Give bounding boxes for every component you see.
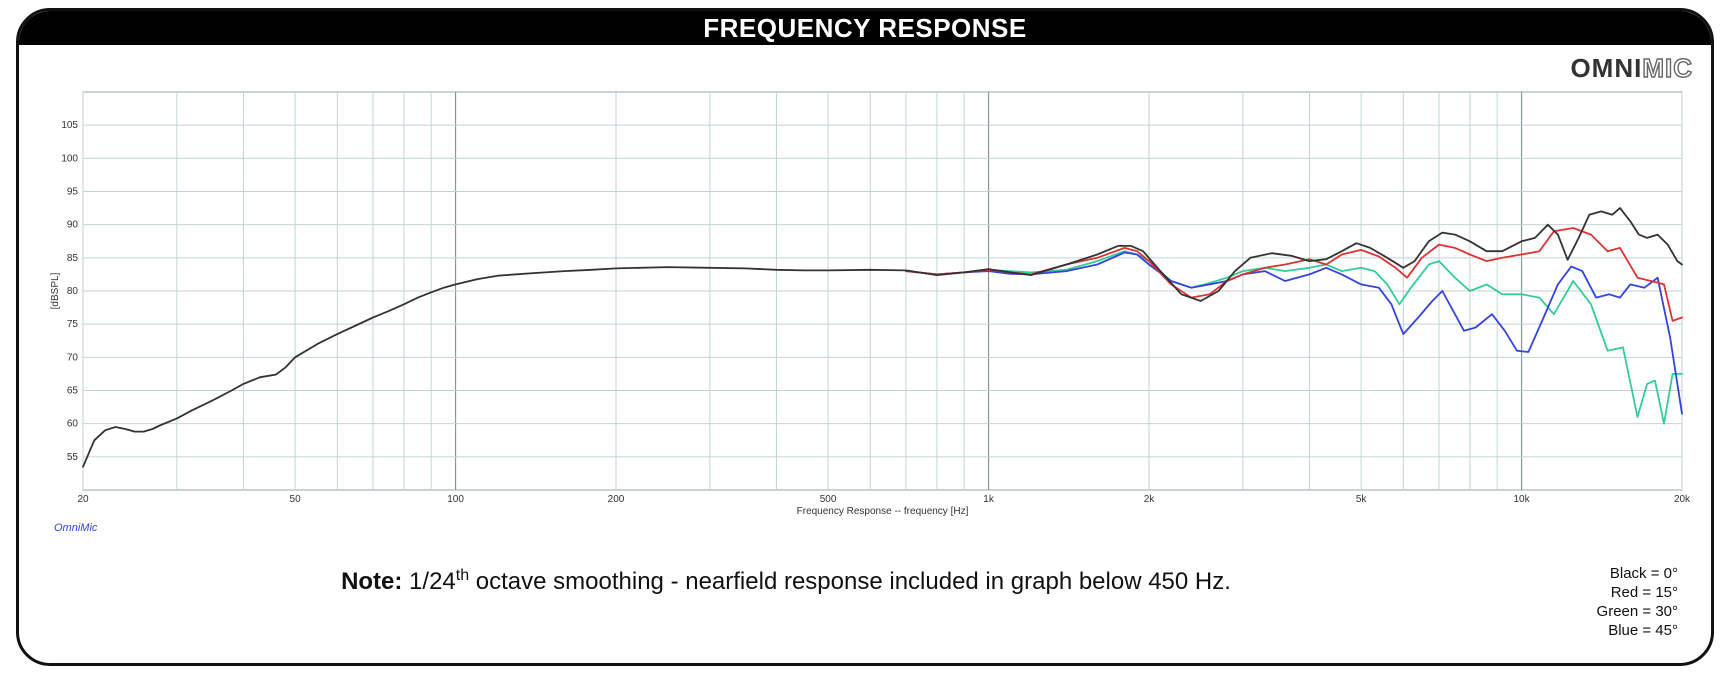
- series-line-blue: [905, 251, 1683, 415]
- chart-title: FREQUENCY RESPONSE: [19, 11, 1711, 45]
- x-axis-label: Frequency Response -- frequency [Hz]: [797, 506, 969, 517]
- x-tick-label: 500: [820, 494, 837, 505]
- smoothing-note: Note: 1/24th octave smoothing - nearfiel…: [0, 567, 1732, 596]
- x-tick-label: 5k: [1356, 494, 1368, 505]
- y-tick-label: 85: [67, 253, 79, 264]
- y-tick-label: 105: [61, 120, 78, 131]
- y-tick-label: 70: [67, 352, 79, 363]
- x-tick-label: 10k: [1513, 494, 1530, 505]
- logo-text-mic: MIC: [1642, 52, 1693, 83]
- y-axis-label: [dBSPL]: [50, 272, 61, 309]
- legend-entry-blue: Blue = 45°: [1608, 622, 1678, 639]
- y-tick-label: 65: [67, 386, 79, 397]
- legend: Black = 0° Red = 15° Green = 30° Blue = …: [1597, 564, 1678, 640]
- note-superscript: th: [455, 567, 470, 584]
- x-tick-label: 200: [608, 494, 625, 505]
- logo-text-omni: OMNI: [1570, 53, 1643, 83]
- series-line-black: [82, 207, 1683, 468]
- y-tick-label: 90: [67, 220, 79, 231]
- x-tick-label: 20: [77, 494, 89, 505]
- series-line-red: [905, 227, 1683, 322]
- legend-entry-black: Black = 0°: [1609, 565, 1678, 582]
- note-text-1: 1/24: [402, 568, 456, 595]
- y-tick-label: 95: [67, 187, 79, 198]
- x-tick-label: 20k: [1674, 494, 1691, 505]
- y-tick-label: 75: [67, 319, 79, 330]
- x-tick-label: 2k: [1144, 494, 1156, 505]
- note-prefix: Note:: [341, 568, 403, 595]
- series-line-green: [905, 250, 1683, 425]
- x-tick-label: 1k: [983, 494, 995, 505]
- x-tick-label: 100: [447, 494, 464, 505]
- y-tick-label: 100: [61, 153, 78, 164]
- y-tick-label: 80: [67, 286, 79, 297]
- legend-entry-red: Red = 15°: [1610, 584, 1678, 601]
- software-label: OmniMic: [54, 522, 98, 534]
- omnimic-logo: OMNIMIC: [1570, 52, 1693, 84]
- note-text-2: octave smoothing - nearfield response in…: [469, 568, 1231, 595]
- x-tick-label: 50: [290, 494, 302, 505]
- y-tick-label: 60: [67, 419, 79, 430]
- y-tick-label: 55: [67, 452, 79, 463]
- legend-entry-green: Green = 30°: [1596, 603, 1678, 620]
